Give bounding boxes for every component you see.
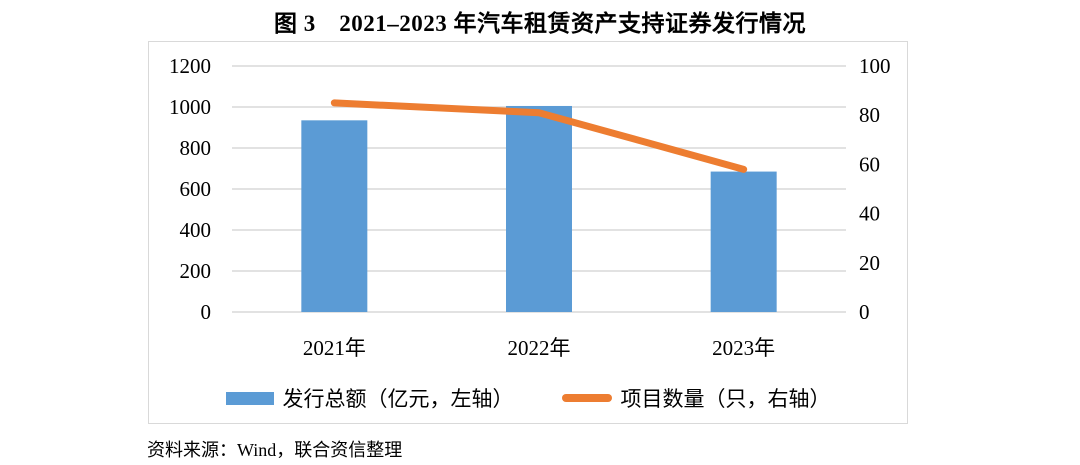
left-axis-tick: 400 [180,218,212,242]
left-axis-tick: 800 [180,136,212,160]
chart-title: 图 3 2021–2023 年汽车租赁资产支持证券发行情况 [274,11,806,36]
bar-2023年 [710,171,777,312]
bar-2021年 [301,120,368,312]
bar-2022年 [506,105,572,312]
bar-series-swatch-icon [225,391,274,405]
issuance-chart: 0 200 400 600 800 1000 1200 0 20 40 60 80 100 2021年 20… [169,54,891,360]
left-axis-tick: 1200 [169,54,211,78]
source-note: 资料来源：Wind，联合资信整理 [147,440,403,460]
left-axis-tick: 0 [201,300,212,324]
legend-item-bar-series: 发行总额（亿元，左轴） [225,383,514,413]
right-axis-tick: 60 [859,152,880,176]
right-axis-tick: 0 [859,300,870,324]
right-axis-tick: 40 [859,202,880,226]
left-axis-tick: 1000 [169,95,211,119]
chart-container: 0 200 400 600 800 1000 1200 0 20 40 60 80 100 2021年 20… [148,41,908,424]
right-axis-tick: 100 [859,54,891,78]
left-axis-tick: 200 [180,259,212,283]
line-series-swatch-icon [561,394,612,402]
x-axis-label-2022年: 2022年 [508,336,571,360]
legend-item-line-series: 项目数量（只，右轴） [561,383,831,413]
bar-series-legend-label: 发行总额（亿元，左轴） [282,387,514,411]
line-series [330,99,748,173]
chart-legend: 发行总额（亿元，左轴） 项目数量（只，右轴） [149,383,907,413]
x-axis-label-2021年: 2021年 [303,336,366,360]
line-series-legend-label: 项目数量（只，右轴） [620,387,831,411]
right-axis-tick: 80 [859,103,880,127]
right-axis-tick: 20 [859,251,880,275]
left-axis-tick: 600 [180,177,212,201]
x-axis-label-2023年: 2023年 [712,336,775,360]
